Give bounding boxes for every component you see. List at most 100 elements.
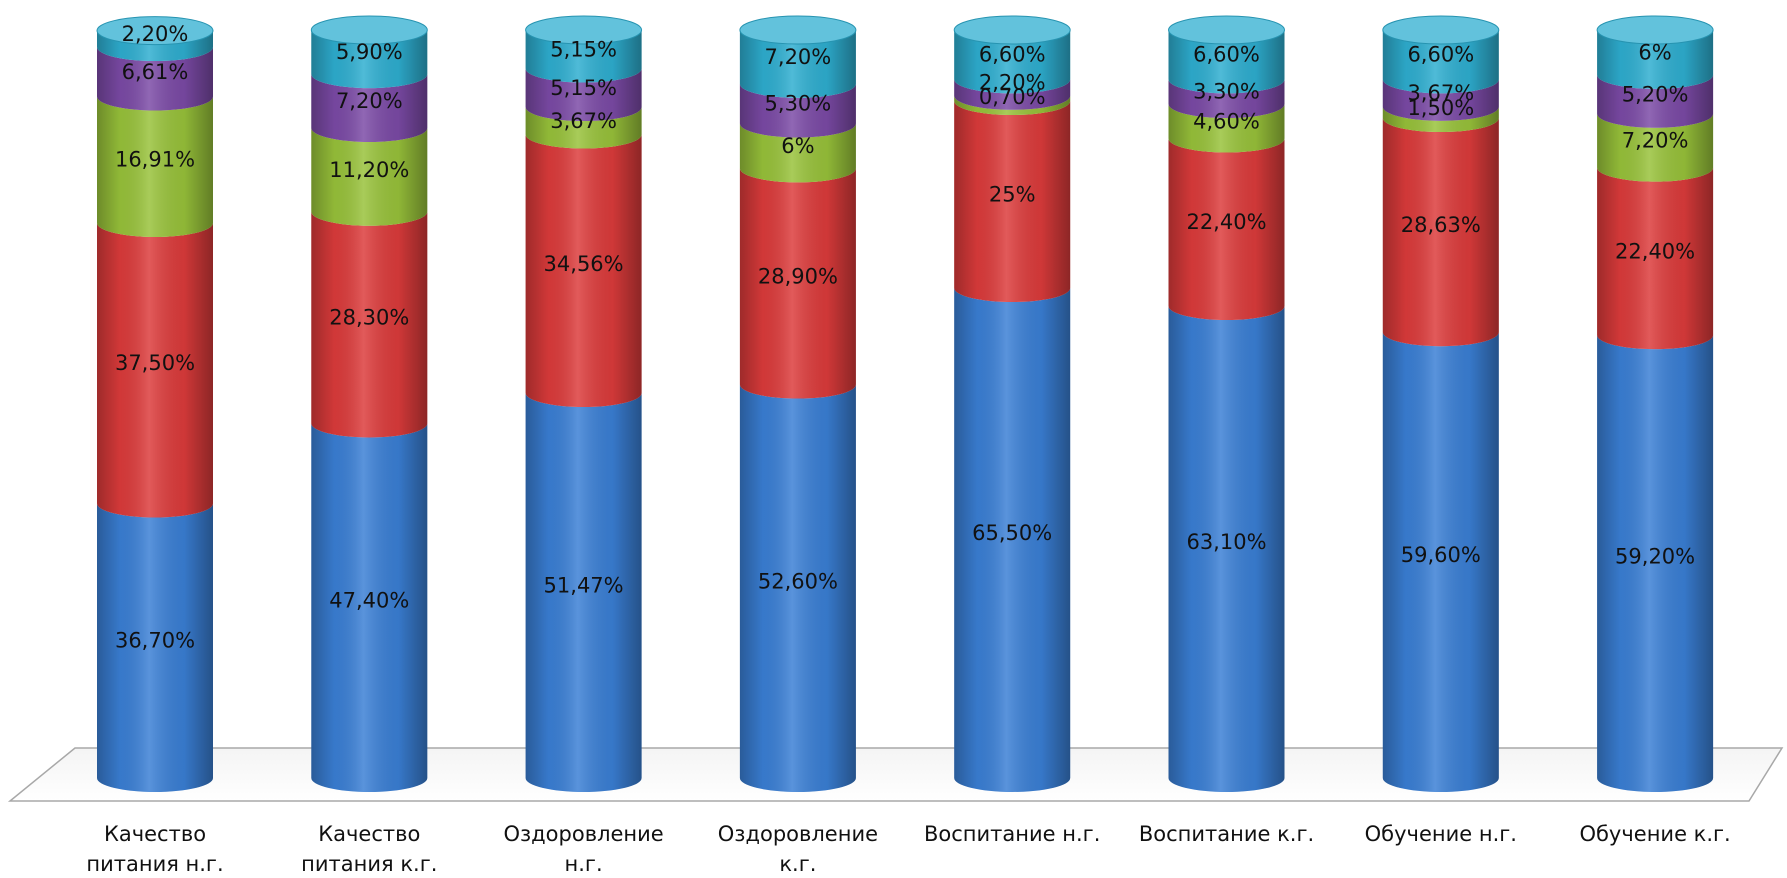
data-label: 7,20% xyxy=(1622,129,1689,153)
bar-top-cap xyxy=(525,15,643,45)
bars-layer xyxy=(96,15,1714,792)
data-label: 6,60% xyxy=(979,43,1046,67)
category-label-line: Обучение к.г. xyxy=(1579,822,1730,846)
bar-top-cap xyxy=(1382,15,1500,45)
category-label-line: н.г. xyxy=(565,852,603,876)
data-label: 2,20% xyxy=(122,22,189,46)
bar-segment-shading xyxy=(1382,79,1499,121)
category-label-line: Оздоровление xyxy=(503,822,663,846)
bar-8 xyxy=(1596,15,1714,792)
data-label: 3,30% xyxy=(1193,80,1260,104)
data-label: 6,61% xyxy=(122,60,189,84)
bar-segment-shading xyxy=(1597,30,1714,89)
bar-top-cap xyxy=(1168,15,1285,45)
bar-4 xyxy=(739,15,857,792)
bar-segment-shading xyxy=(311,74,428,142)
bar-top-cap xyxy=(96,16,214,46)
category-label: Оздоровление н.г. xyxy=(503,822,663,876)
bar-segment-shading xyxy=(1168,104,1285,153)
data-label: 5,15% xyxy=(550,76,617,100)
bar-5 xyxy=(953,15,1071,792)
data-label: 7,20% xyxy=(765,45,832,69)
bar-segment-shading xyxy=(1168,138,1285,321)
category-label-line: к.г. xyxy=(779,852,816,876)
category-label-line: Воспитание к.г. xyxy=(1139,822,1314,846)
data-label: 25% xyxy=(989,183,1036,207)
chart-floor xyxy=(7,747,1784,802)
bar-2 xyxy=(310,15,428,792)
bar-segment-shading xyxy=(1597,74,1714,128)
category-label: Воспитание н.г. xyxy=(924,822,1100,846)
bar-7 xyxy=(1382,15,1500,792)
category-label-line: Оздоровление xyxy=(718,822,878,846)
bar-segment-shading xyxy=(1382,106,1499,133)
bar-segment-shading xyxy=(1597,167,1714,350)
bar-segment-shading xyxy=(1597,113,1714,182)
data-label: 6,60% xyxy=(1193,43,1260,67)
bar-segment-shading xyxy=(311,30,428,89)
bar-segment-shading xyxy=(1382,118,1499,347)
data-label: 5,30% xyxy=(765,92,832,116)
bar-segment-shading xyxy=(739,168,856,399)
bar-segment-shading xyxy=(97,96,213,237)
bar-segment-shading xyxy=(739,384,856,792)
bar-segment-shading xyxy=(97,503,213,792)
bar-segment-shading xyxy=(1382,332,1499,792)
labels-layer: 36,70% 37,50% 16,91% 6,61% 2,20% Качество пита… xyxy=(86,22,1730,876)
data-label: 1,50% xyxy=(1407,96,1474,120)
bar-segment-shading xyxy=(1168,306,1285,792)
bar-3 xyxy=(525,15,643,792)
category-label-line: Обучение н.г. xyxy=(1365,822,1517,846)
bar-segment-shading xyxy=(525,393,642,792)
data-label: 36,70% xyxy=(115,629,195,653)
bar-segment-shading xyxy=(525,68,642,122)
category-label: Обучение к.г. xyxy=(1579,822,1730,846)
data-label: 22,40% xyxy=(1615,239,1695,263)
category-label: Оздоровление к.г. xyxy=(718,822,878,876)
data-label: 47,40% xyxy=(329,589,409,613)
bar-segment-shading xyxy=(954,288,1071,792)
bar-segment-shading xyxy=(954,30,1071,94)
data-label: 22,40% xyxy=(1186,210,1266,234)
bar-top-cap xyxy=(1596,15,1714,45)
data-label: 52,60% xyxy=(758,569,838,593)
bar-segment-shading xyxy=(954,95,1071,116)
data-label: 6% xyxy=(1638,40,1671,64)
data-label: 37,50% xyxy=(115,351,195,375)
data-label: 59,60% xyxy=(1401,543,1481,567)
data-label: 4,60% xyxy=(1193,109,1260,133)
data-label: 28,90% xyxy=(758,264,838,288)
data-label: 28,63% xyxy=(1401,213,1481,237)
data-label: 51,47% xyxy=(544,574,624,598)
bar-1 xyxy=(96,16,214,792)
data-label: 5,20% xyxy=(1622,82,1689,106)
bar-segment-shading xyxy=(311,211,428,438)
bar-top-cap xyxy=(739,15,857,45)
bar-segment-shading xyxy=(97,222,213,518)
data-label: 16,91% xyxy=(115,148,195,172)
category-label-line: Воспитание н.г. xyxy=(924,822,1100,846)
category-label-line: питания к.г. xyxy=(301,852,437,876)
category-label: Обучение н.г. xyxy=(1365,822,1517,846)
data-label: 65,50% xyxy=(972,521,1052,545)
bar-segment-shading xyxy=(97,30,213,62)
bar-segment-shading xyxy=(525,30,642,83)
bar-segment-shading xyxy=(954,79,1071,110)
bar-segment-shading xyxy=(739,123,856,183)
data-label: 28,30% xyxy=(329,306,409,330)
data-label: 3,67% xyxy=(550,109,617,133)
bar-segment-shading xyxy=(97,47,213,111)
data-label: 5,90% xyxy=(336,40,403,64)
bar-segment-shading xyxy=(1382,30,1499,94)
data-label: 6,60% xyxy=(1407,43,1474,67)
data-label: 59,20% xyxy=(1615,545,1695,569)
bar-segment-shading xyxy=(739,30,856,98)
bar-top-cap xyxy=(310,15,428,45)
category-label-line: питания н.г. xyxy=(86,852,223,876)
bar-segment-shading xyxy=(311,127,428,226)
bar-top-cap xyxy=(953,15,1071,45)
bar-segment-shading xyxy=(1597,335,1714,792)
bar-segment-shading xyxy=(311,423,428,792)
bar-segment-shading xyxy=(525,134,642,408)
